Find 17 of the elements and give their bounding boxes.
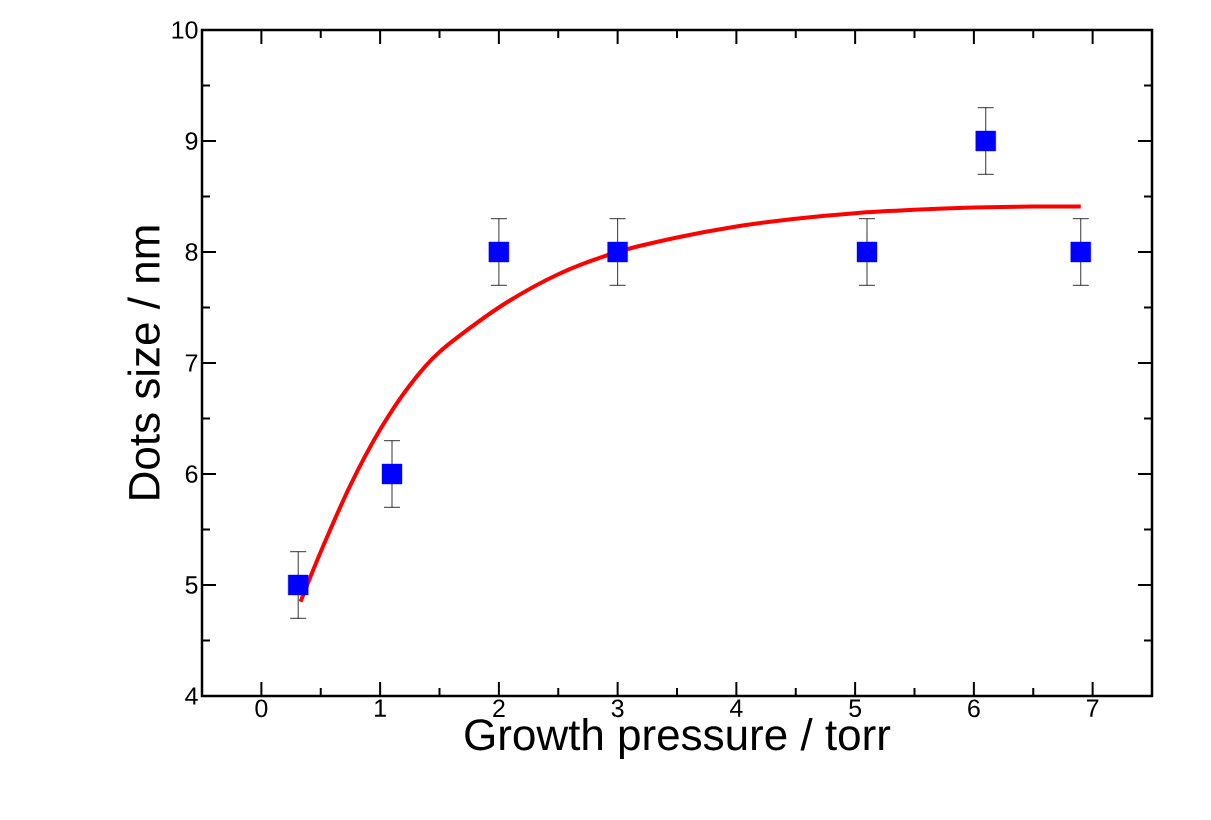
x-tick-label: 6 (968, 699, 980, 718)
y-axis-title: Dots size / nm (127, 226, 160, 499)
y-tick-label: 4 (185, 687, 198, 705)
x-axis-title: Growth pressure / torr (465, 718, 891, 760)
x-tick-label: 7 (1086, 699, 1099, 717)
x-tick-label: 4 (730, 699, 743, 717)
x-tick-label: 3 (611, 699, 624, 718)
y-tick-label: 7 (185, 354, 198, 372)
y-tick-label: 8 (185, 243, 198, 261)
x-tick-label: 1 (375, 699, 386, 717)
x-tick-label: 5 (849, 699, 862, 717)
y-tick-label: 5 (185, 576, 198, 594)
y-tick-label: 9 (185, 132, 198, 150)
y-tick-label: 6 (185, 465, 198, 483)
y-tick-label: 10 (172, 21, 198, 39)
x-tick-label: 0 (255, 699, 268, 718)
x-tick-label: 2 (493, 699, 505, 717)
